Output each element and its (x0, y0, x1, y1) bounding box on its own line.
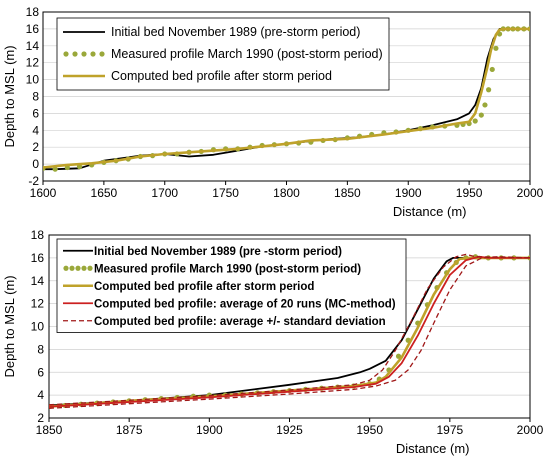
series-2-point (493, 45, 499, 51)
series-3-line (43, 27, 530, 169)
legend-marker (75, 265, 81, 271)
y-tick-label: 10 (31, 320, 45, 334)
legend-label: Computed bed profile after storm period (94, 281, 314, 293)
y-tick-label: 0 (32, 157, 39, 171)
series-2-point (395, 353, 402, 359)
series-6-line (49, 256, 530, 409)
y-tick-label: 12 (26, 56, 40, 70)
legend-marker (99, 51, 105, 57)
legend-marker (81, 51, 87, 57)
legend-label: Measured profile March 1990 (post-storm … (94, 263, 361, 275)
x-tick-label: 1750 (212, 186, 239, 200)
y-tick-label: 16 (31, 251, 45, 265)
y-tick-label: 12 (31, 297, 45, 311)
series-group (43, 26, 530, 172)
legend-label: Computed bed profile: average of 20 runs… (94, 298, 396, 310)
x-tick-label: 1950 (356, 423, 383, 437)
legend-marker (81, 265, 87, 271)
y-axis-label: Depth to MSL (m) (2, 45, 17, 147)
top-chart: -2 0 2 4 6 8 10 12 14 16 18 1600 1650 1700 1750 1800 185… (2, 5, 544, 219)
x-tick-label: 2000 (517, 186, 544, 200)
y-tick-label: 2 (32, 140, 39, 154)
series-2-point (482, 102, 488, 108)
series-group (49, 253, 530, 410)
y-tick-label: 10 (26, 73, 40, 87)
legend-box (56, 17, 390, 91)
series-2-point (472, 118, 478, 124)
legend-label: Initial bed November 1989 (pre -storm pe… (94, 246, 342, 258)
y-tick-label: 6 (37, 365, 44, 379)
x-tick-label: 1850 (36, 423, 63, 437)
y-tick-label: 4 (37, 388, 44, 402)
y-tick-label: 14 (26, 39, 40, 53)
x-tick-label: 1900 (395, 186, 422, 200)
x-tick-label: 1700 (151, 186, 178, 200)
x-tick-label: 1875 (116, 423, 143, 437)
legend-label: Computed bed profile after storm period (111, 69, 332, 83)
x-tick-label: 1800 (273, 186, 300, 200)
x-tick-label: 1600 (30, 186, 57, 200)
series-2-point (478, 112, 484, 118)
y-tick-label: 18 (31, 228, 45, 242)
legend-marker (69, 265, 75, 271)
legend-marker (63, 265, 69, 271)
series-2-point (52, 166, 58, 172)
legend-label: Measured profile March 1990 (post-storm … (111, 47, 383, 61)
y-tick-label: 8 (32, 90, 39, 104)
y-tick-label: 2 (37, 411, 44, 425)
legend-marker (72, 51, 78, 57)
y-tick-label: 18 (26, 5, 40, 19)
y-tick-label: 6 (32, 106, 39, 120)
series-5-line (49, 253, 530, 406)
legend-marker (90, 51, 96, 57)
legend-box (56, 238, 407, 333)
legend-marker (63, 51, 69, 57)
legend-marker (87, 265, 93, 271)
x-tick-label: 2000 (517, 423, 544, 437)
series-3-line (49, 256, 530, 408)
y-axis-label: Depth to MSL (m) (2, 275, 17, 377)
y-tick-label: 14 (31, 274, 45, 288)
x-tick-label: 1950 (456, 186, 483, 200)
x-tick-label: 1925 (276, 423, 303, 437)
x-axis-label: Distance (m) (396, 441, 470, 456)
legend-label: Initial bed November 1989 (pre-storm per… (111, 25, 360, 39)
series-2-point (486, 87, 492, 93)
bottom-chart: 2 4 6 8 10 12 14 16 18 1850 1875 1900 1925 1950 1975 20… (2, 228, 544, 456)
series-2-point (489, 66, 495, 73)
x-tick-label: 1850 (334, 186, 361, 200)
series-1-line (49, 256, 530, 407)
y-tick-label: 8 (37, 342, 44, 356)
y-tick-label: -2 (28, 174, 39, 188)
x-tick-label: 1900 (196, 423, 223, 437)
legend-label: Computed bed profile: average +/- standa… (94, 316, 386, 328)
x-axis-label: Distance (m) (393, 204, 467, 219)
y-tick-label: 4 (32, 123, 39, 137)
x-tick-label: 1650 (91, 186, 118, 200)
x-tick-label: 1975 (436, 423, 463, 437)
y-tick-label: 16 (26, 22, 40, 36)
series-4-line (49, 255, 530, 408)
